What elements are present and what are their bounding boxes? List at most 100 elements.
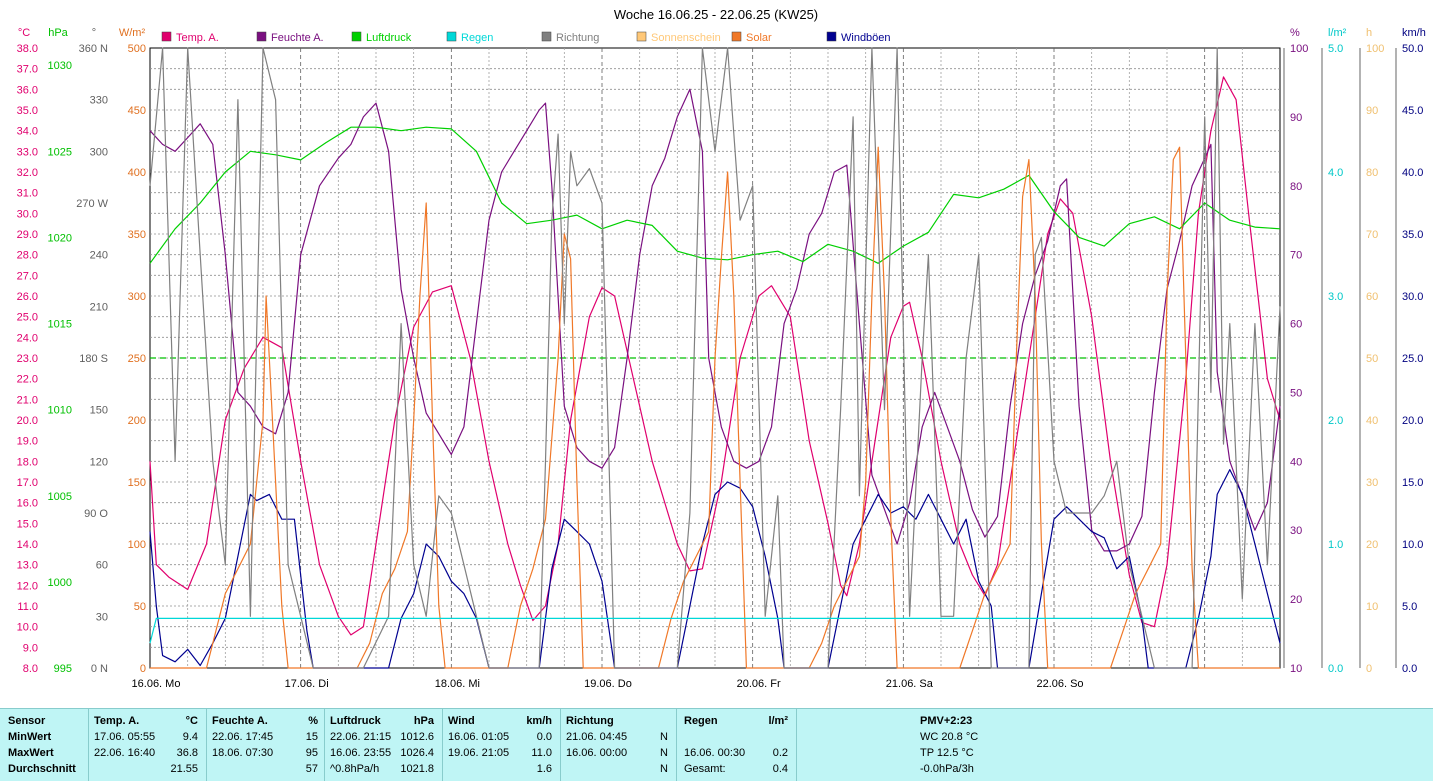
sunshine-tick-label: 80	[1366, 167, 1378, 179]
legend-label: Richtung	[556, 32, 599, 44]
gust-tick-label: 40.0	[1402, 167, 1423, 179]
direction-tick-label: 0 N	[91, 663, 108, 675]
stats-pmv-pressure-trend: -0.0hPa/3h	[920, 763, 974, 775]
legend-swatch	[256, 31, 267, 42]
solar-tick-label: 500	[128, 43, 146, 55]
series-temp-a-line	[149, 76, 1281, 636]
stats-direction-max: N	[660, 747, 668, 759]
direction-tick-label: 300	[90, 146, 108, 158]
x-day-label: 17.06. Di	[285, 678, 329, 690]
temp-tick-label: 12.0	[17, 580, 38, 592]
humidity-unit-label: %	[1290, 27, 1300, 39]
stats-rain-header: Regen	[684, 715, 718, 727]
temp-tick-label: 32.0	[17, 167, 38, 179]
legend: Temp. A. Feuchte A. Luftdruck Regen Richtung…	[161, 31, 891, 44]
pressure-tick-label: 1025	[48, 146, 72, 158]
sunshine-tick-label: 50	[1366, 353, 1378, 365]
temp-tick-label: 15.0	[17, 518, 38, 530]
legend-swatch	[541, 31, 552, 42]
sunshine-tick-label: 60	[1366, 291, 1378, 303]
stats-humidity-avg: 57	[305, 763, 318, 775]
stats-direction-max-time: 16.06. 00:00	[566, 747, 628, 759]
humidity-tick-label: 100	[1290, 43, 1308, 55]
humidity-tick-label: 30	[1290, 525, 1302, 537]
humidity-tick-label: 60	[1290, 319, 1302, 331]
gust-tick-label: 10.0	[1402, 539, 1423, 551]
chart-title: Woche 16.06.25 - 22.06.25 (KW25)	[614, 7, 818, 22]
rain-unit-label: l/m²	[1328, 27, 1347, 39]
legend-swatch	[731, 31, 742, 42]
stats-wind-column: Wind km/h 16.06. 01:05 0.0 19.06. 21:05 11.…	[448, 713, 552, 777]
stats-temp-header: Temp. A.	[94, 715, 140, 727]
gust-tick-label: 5.0	[1402, 601, 1417, 613]
stats-row-label: MinWert	[8, 731, 52, 743]
x-day-label: 16.06. Mo	[132, 678, 181, 690]
humidity-tick-label: 20	[1290, 594, 1302, 606]
pressure-tick-label: 995	[54, 663, 72, 675]
legend-label: Windböen	[841, 32, 891, 44]
stats-rain-unit: l/m²	[768, 715, 788, 727]
temp-tick-label: 10.0	[17, 622, 38, 634]
gust-tick-label: 15.0	[1402, 477, 1423, 489]
x-day-label: 19.06. Do	[584, 678, 632, 690]
temp-tick-label: 29.0	[17, 229, 38, 241]
legend-label: Temp. A.	[176, 32, 219, 44]
stats-direction-header: Richtung	[566, 715, 614, 727]
series-layer	[149, 47, 1281, 669]
stats-wind-min-time: 16.06. 01:05	[448, 731, 510, 743]
gust-tick-label: 35.0	[1402, 229, 1423, 241]
stats-sensor-header: Sensor	[8, 715, 46, 727]
humidity-tick-label: 80	[1290, 181, 1302, 193]
direction-unit-label: °	[92, 27, 96, 39]
grid	[150, 48, 1280, 668]
legend-swatch	[161, 31, 172, 42]
series-richtungline	[149, 47, 1281, 669]
pressure-tick-label: 1000	[48, 577, 72, 589]
legend-swatch	[446, 31, 457, 42]
x-day-label: 20.06. Fr	[737, 678, 781, 690]
temp-tick-label: 24.0	[17, 332, 38, 344]
temp-tick-label: 38.0	[17, 43, 38, 55]
pressure-unit-label: hPa	[48, 27, 68, 39]
stats-rain-total: 0.4	[772, 763, 788, 775]
rain-tick-label: 2.0	[1328, 415, 1343, 427]
rain-tick-label: 1.0	[1328, 539, 1343, 551]
sunshine-tick-label: 90	[1366, 105, 1378, 117]
stats-temp-column: Temp. A. °C 17.06. 05:55 9.4 22.06. 16:40 3…	[94, 713, 198, 777]
temp-tick-label: 16.0	[17, 498, 38, 510]
temp-tick-label: 18.0	[17, 456, 38, 468]
legend-swatch	[351, 31, 362, 42]
legend-label: Sonnenschein	[651, 32, 721, 44]
stats-row-label: MaxWert	[8, 747, 54, 759]
stats-pressure-min-time: 22.06. 21:15	[330, 731, 392, 743]
gust-unit-label: km/h	[1402, 27, 1426, 39]
temp-tick-label: 19.0	[17, 436, 38, 448]
humidity-tick-label: 50	[1290, 387, 1302, 399]
stats-wind-header: Wind	[448, 715, 475, 727]
temp-tick-label: 8.0	[23, 663, 38, 675]
temp-tick-label: 11.0	[17, 601, 38, 613]
solar-unit-label: W/m²	[119, 27, 146, 39]
solar-tick-label: 450	[128, 105, 146, 117]
temp-tick-label: 36.0	[17, 84, 38, 96]
temp-tick-label: 37.0	[17, 64, 38, 76]
direction-tick-label: 360 N	[79, 43, 108, 55]
direction-tick-label: 150	[90, 405, 108, 417]
stats-temp-max: 36.8	[176, 747, 198, 759]
direction-tick-label: 330	[90, 95, 108, 107]
gust-tick-label: 45.0	[1402, 105, 1423, 117]
stats-wind-max-time: 19.06. 21:05	[448, 747, 510, 759]
rain-tick-label: 3.0	[1328, 291, 1343, 303]
humidity-tick-label: 90	[1290, 112, 1302, 124]
stats-wind-avg: 1.6	[536, 763, 552, 775]
gust-tick-label: 30.0	[1402, 291, 1423, 303]
stats-pmv-column: PMV+2:23 WC 20.8 °C TP 12.5 °C -0.0hPa/3…	[920, 713, 1040, 777]
temp-tick-label: 28.0	[17, 250, 38, 262]
stats-direction-column: Richtung 21.06. 04:45 N 16.06. 00:00 N N	[566, 713, 668, 777]
stats-humidity-max-time: 18.06. 07:30	[212, 747, 274, 759]
stats-wind-unit: km/h	[526, 715, 552, 727]
pressure-tick-label: 1010	[48, 405, 72, 417]
solar-tick-label: 250	[128, 353, 146, 365]
temp-unit-label: °C	[18, 27, 30, 39]
x-day-label: 21.06. Sa	[886, 678, 934, 690]
